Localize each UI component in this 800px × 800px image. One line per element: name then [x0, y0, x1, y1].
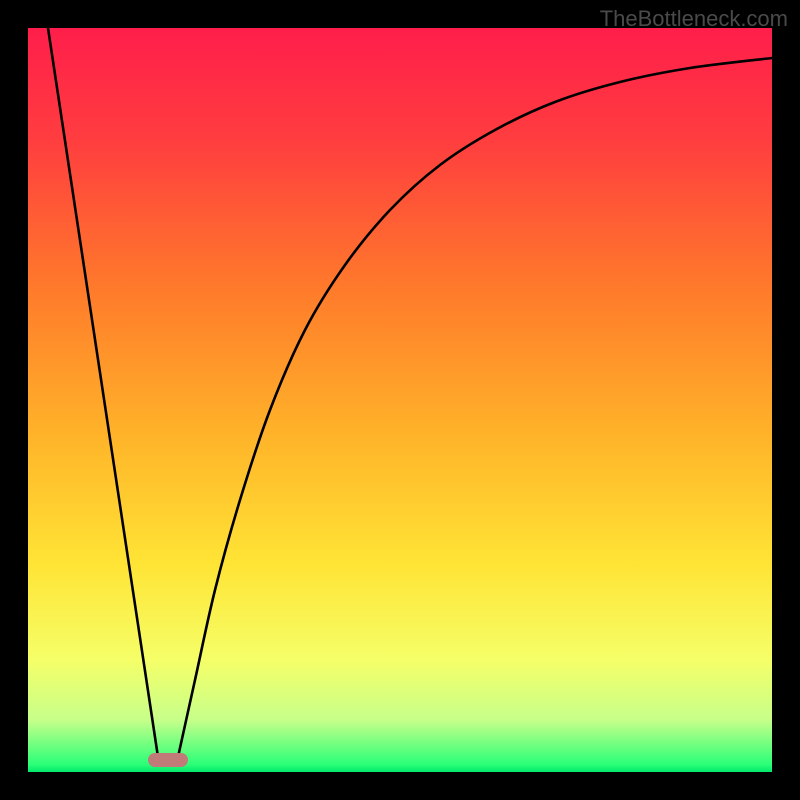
plot-area [28, 28, 772, 772]
valley-marker [148, 753, 188, 767]
chart-container: TheBottleneck.com [0, 0, 800, 800]
watermark-text: TheBottleneck.com [600, 6, 788, 32]
bottleneck-curve [28, 28, 772, 772]
